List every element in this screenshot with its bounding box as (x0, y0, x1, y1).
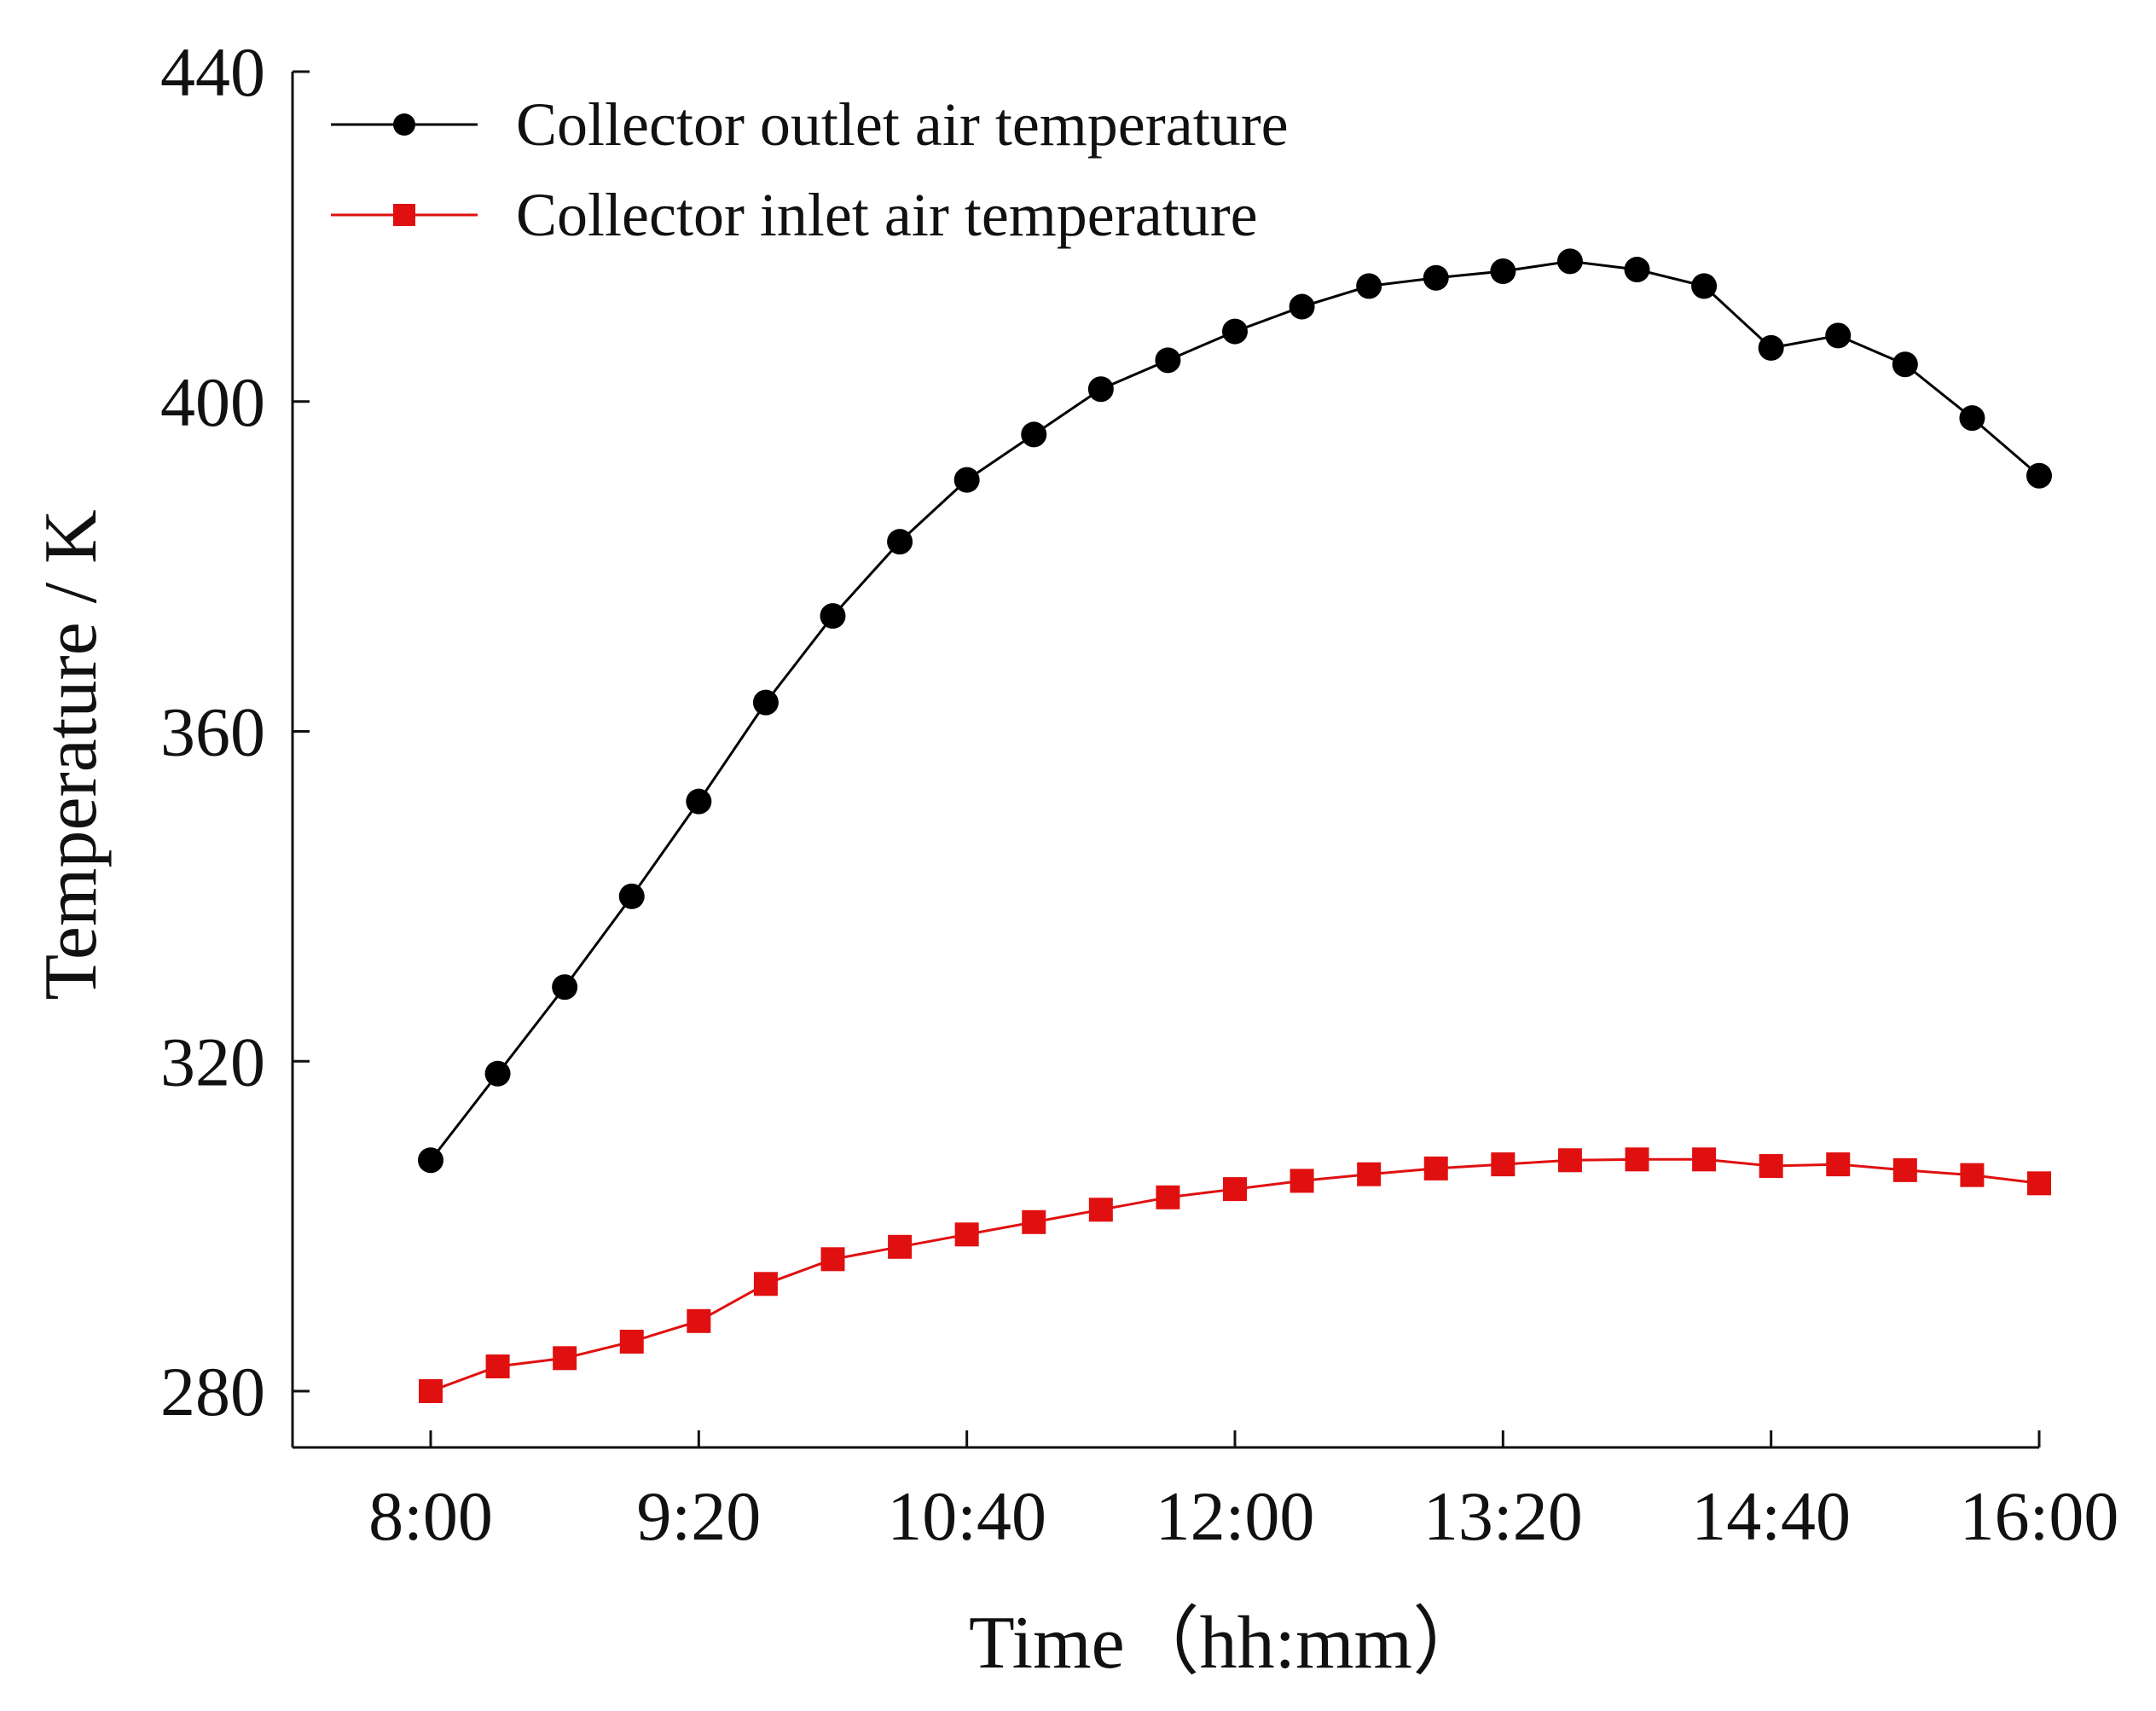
y-tick-label-3: 400 (160, 363, 265, 441)
series-0-point-16 (1490, 258, 1516, 284)
series-0-point-2 (552, 974, 578, 1000)
x-ticks: 8:00 9:20 10:40 12:00 13:20 14:40 16:00 (368, 1430, 2118, 1555)
series-1-point-20 (1759, 1154, 1783, 1179)
x-tick-label-3: 12:00 (1156, 1477, 1315, 1555)
x-tick-label-2: 10:40 (887, 1477, 1046, 1555)
series-1-point-13 (1290, 1169, 1314, 1193)
x-tick-label-4: 13:20 (1423, 1477, 1583, 1555)
series-0-point-7 (887, 529, 913, 555)
series-1-point-8 (954, 1222, 979, 1247)
series-0-point-20 (1758, 334, 1784, 361)
series-0-point-19 (1691, 273, 1718, 299)
series-1-point-10 (1088, 1198, 1113, 1222)
series-1-point-0 (419, 1379, 443, 1403)
x-tick-label-0: 8:00 (368, 1477, 493, 1555)
legend: Collector outlet air temperature Collect… (331, 90, 1289, 249)
series-1-point-1 (485, 1354, 510, 1378)
y-tick-label-0: 280 (160, 1353, 265, 1430)
series-0-point-8 (953, 467, 980, 493)
series-1-point-3 (619, 1329, 644, 1354)
series-0-point-0 (418, 1147, 443, 1174)
y-axis-title: Temperature / K (30, 509, 113, 1000)
series-1-point-11 (1156, 1185, 1180, 1209)
series-1-point-16 (1491, 1152, 1516, 1177)
series-0-point-18 (1624, 257, 1650, 283)
series-0-point-23 (1959, 405, 1985, 432)
series-0-point-21 (1825, 322, 1852, 349)
series-0-point-22 (1892, 351, 1918, 378)
series-1-point-15 (1423, 1156, 1448, 1180)
series-0-point-24 (2026, 462, 2052, 489)
series-0-point-3 (618, 883, 645, 909)
series-1-point-6 (820, 1247, 845, 1272)
series-0-point-4 (686, 788, 712, 815)
series-0-point-9 (1021, 421, 1047, 448)
series-1-point-24 (2027, 1171, 2051, 1196)
legend-item-inlet: Collector inlet air temperature (331, 181, 1258, 249)
x-tick-label-5: 14:40 (1691, 1477, 1851, 1555)
legend-label-inlet: Collector inlet air temperature (516, 181, 1258, 249)
series-0-point-10 (1087, 376, 1114, 403)
series-0-point-11 (1155, 347, 1181, 374)
legend-item-outlet: Collector outlet air temperature (331, 90, 1289, 159)
series-1-point-2 (553, 1346, 577, 1371)
y-tick-label-1: 320 (160, 1023, 265, 1100)
series-1-point-21 (1826, 1152, 1851, 1177)
series-0-point-14 (1356, 273, 1382, 299)
series-1-point-9 (1022, 1209, 1046, 1234)
series-1-point-19 (1692, 1147, 1717, 1172)
series-0-point-12 (1222, 318, 1248, 345)
axes: 280 320 360 400 440 8:00 9:20 10:40 12:00 13:20 1… (160, 33, 2118, 1555)
y-tick-label-4: 440 (160, 33, 265, 111)
x-tick-label-6: 16:00 (1960, 1477, 2119, 1555)
series-1-point-12 (1223, 1177, 1247, 1202)
series-1-point-18 (1625, 1147, 1649, 1172)
legend-marker-inlet (393, 204, 415, 226)
series-0 (418, 248, 2052, 1174)
legend-label-outlet: Collector outlet air temperature (516, 90, 1289, 159)
plot-series (418, 248, 2052, 1403)
series-1-point-5 (753, 1272, 778, 1296)
series-1 (419, 1147, 2051, 1403)
x-axis-title: Time（hh:mm） (969, 1602, 1487, 1685)
y-ticks: 280 320 360 400 440 (160, 33, 310, 1430)
legend-marker-outlet (393, 113, 415, 136)
series-0-point-1 (484, 1060, 511, 1087)
x-tick-label-1: 9:20 (636, 1477, 761, 1555)
series-0-point-17 (1556, 248, 1583, 275)
series-1-point-23 (1960, 1163, 1985, 1187)
series-1-point-14 (1357, 1162, 1382, 1186)
series-1-point-22 (1892, 1157, 1917, 1182)
series-1-point-7 (888, 1234, 913, 1259)
series-0-point-15 (1423, 264, 1449, 291)
series-line-0 (429, 259, 2040, 1162)
series-1-point-4 (687, 1308, 711, 1333)
series-1-point-17 (1557, 1148, 1582, 1173)
series-0-point-5 (752, 689, 779, 716)
series-0-point-6 (820, 603, 846, 629)
y-tick-label-2: 360 (160, 693, 265, 771)
series-0-point-13 (1289, 293, 1315, 320)
